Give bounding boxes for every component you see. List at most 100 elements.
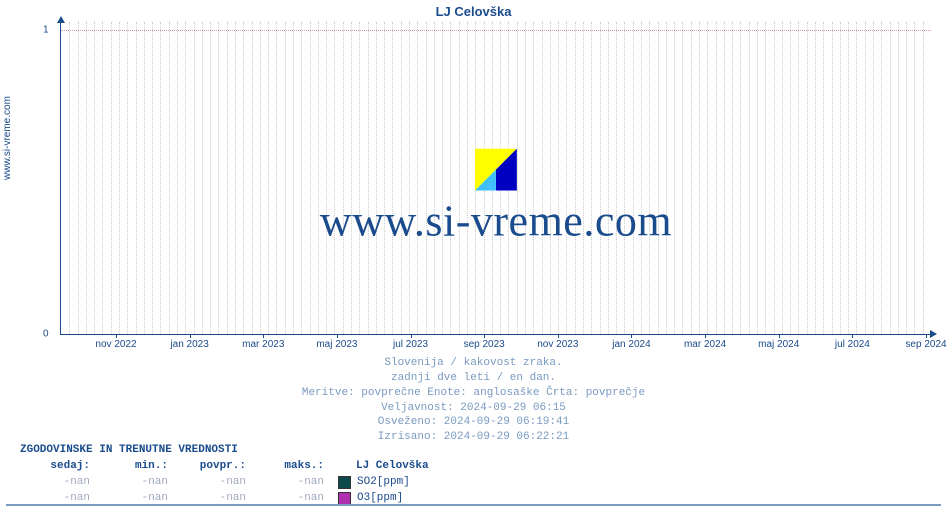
vgrid-line (624, 22, 625, 334)
stats-value: -nan (98, 492, 176, 504)
vgrid-line (86, 22, 87, 334)
vgrid-line (616, 22, 617, 334)
vgrid-line (682, 22, 683, 334)
stats-block: ZGODOVINSKE IN TRENUTNE VREDNOSTI sedaj:… (20, 444, 429, 506)
vgrid-line (218, 22, 219, 334)
vgrid-line (492, 22, 493, 334)
hgrid-line (61, 30, 931, 31)
vgrid-line (442, 22, 443, 334)
chart-caption: Slovenija / kakovost zraka. zadnji dve l… (0, 356, 947, 445)
vgrid-line (757, 22, 758, 334)
vgrid-line (732, 22, 733, 334)
vgrid-line (111, 22, 112, 334)
vgrid-line (583, 22, 584, 334)
vgrid-line (243, 22, 244, 334)
x-tick-label: sep 2023 (464, 339, 505, 350)
vgrid-line (276, 22, 277, 334)
footer-divider (6, 504, 941, 506)
vgrid-line (840, 22, 841, 334)
x-tick-label: maj 2024 (758, 339, 799, 350)
vgrid-line (790, 22, 791, 334)
x-axis-arrow (930, 330, 937, 338)
vgrid-line (500, 22, 501, 334)
legend-series-label: O3[ppm] (357, 492, 403, 504)
caption-line: Slovenija / kakovost zraka. (0, 356, 947, 371)
x-tick-mark (705, 334, 706, 338)
vgrid-line (550, 22, 551, 334)
vgrid-line (434, 22, 435, 334)
vgrid-line (384, 22, 385, 334)
x-tick-label: mar 2023 (242, 339, 284, 350)
vgrid-line (542, 22, 543, 334)
y-tick-label: 0 (43, 329, 49, 340)
vgrid-line (194, 22, 195, 334)
legend-series-label: SO2[ppm] (357, 476, 410, 488)
vgrid-line (890, 22, 891, 334)
stats-value: -nan (176, 476, 254, 488)
caption-line: Veljavnost: 2024-09-29 06:15 (0, 401, 947, 416)
vgrid-line (856, 22, 857, 334)
vgrid-line (575, 22, 576, 334)
vgrid-line (459, 22, 460, 334)
vgrid-line (260, 22, 261, 334)
vgrid-line (252, 22, 253, 334)
vgrid-line (401, 22, 402, 334)
vgrid-line (392, 22, 393, 334)
vgrid-line (202, 22, 203, 334)
caption-line: Izrisano: 2024-09-29 06:22:21 (0, 430, 947, 445)
vgrid-line (699, 22, 700, 334)
chart-title: LJ Celovška (0, 4, 947, 19)
vgrid-line (600, 22, 601, 334)
vgrid-line (227, 22, 228, 334)
x-tick-mark (190, 334, 191, 338)
stats-col-header: povpr.: (176, 460, 254, 472)
x-tick-mark (558, 334, 559, 338)
vgrid-line (484, 22, 485, 334)
vgrid-line (533, 22, 534, 334)
vgrid-line (923, 22, 924, 334)
stats-header-row: sedaj: min.: povpr.: maks.: LJ Celovška (20, 458, 429, 474)
vgrid-line (658, 22, 659, 334)
x-tick-label: maj 2023 (316, 339, 357, 350)
vgrid-line (898, 22, 899, 334)
vgrid-line (285, 22, 286, 334)
stats-value: -nan (20, 492, 98, 504)
vgrid-line (376, 22, 377, 334)
stats-col-header: sedaj: (20, 460, 98, 472)
vgrid-line (301, 22, 302, 334)
x-tick-mark (263, 334, 264, 338)
x-tick-label: jan 2023 (170, 339, 208, 350)
vgrid-line (517, 22, 518, 334)
vgrid-line (798, 22, 799, 334)
x-tick-mark (852, 334, 853, 338)
vgrid-line (144, 22, 145, 334)
vgrid-line (716, 22, 717, 334)
vgrid-line (450, 22, 451, 334)
vgrid-line (210, 22, 211, 334)
vgrid-line (127, 22, 128, 334)
x-tick-label: mar 2024 (684, 339, 726, 350)
vgrid-line (807, 22, 808, 334)
vgrid-line (823, 22, 824, 334)
vgrid-line (641, 22, 642, 334)
vgrid-line (177, 22, 178, 334)
vgrid-line (409, 22, 410, 334)
vgrid-line (508, 22, 509, 334)
vgrid-line (674, 22, 675, 334)
x-tick-mark (337, 334, 338, 338)
x-tick-label: nov 2022 (95, 339, 136, 350)
vgrid-line (102, 22, 103, 334)
y-tick-label: 1 (43, 25, 49, 36)
x-tick-mark (631, 334, 632, 338)
legend-swatch-icon (338, 492, 351, 505)
x-tick-mark (411, 334, 412, 338)
vgrid-line (94, 22, 95, 334)
watermark-text: www.si-vreme.com (320, 196, 672, 247)
vgrid-line (873, 22, 874, 334)
vgrid-line (765, 22, 766, 334)
stats-value: -nan (176, 492, 254, 504)
vgrid-line (152, 22, 153, 334)
vgrid-line (649, 22, 650, 334)
chart-plot-area: 01nov 2022jan 2023mar 2023maj 2023jul 20… (60, 22, 931, 335)
vgrid-line (782, 22, 783, 334)
